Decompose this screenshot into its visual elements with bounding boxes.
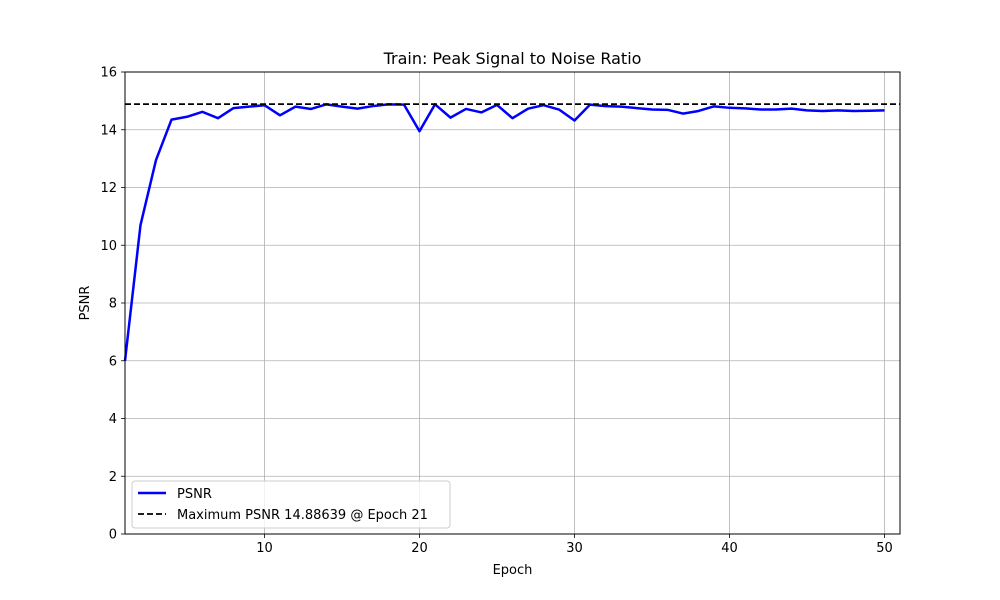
y-axis-label: PSNR [78,286,93,321]
y-tick-label: 16 [100,66,117,81]
y-tick-label: 6 [109,354,117,369]
x-tick-label: 50 [876,541,893,556]
y-tick-label: 0 [109,528,117,543]
y-tick-label: 12 [100,181,117,196]
series-lines [123,103,900,361]
x-axis-label: Epoch [493,563,533,578]
x-tick-label: 40 [721,541,738,556]
y-tick-label: 2 [109,470,117,485]
x-tick-label: 10 [256,541,273,556]
x-tick-label: 20 [411,541,428,556]
legend-label-max-psnr: Maximum PSNR 14.88639 @ Epoch 21 [177,508,428,523]
legend: PSNR Maximum PSNR 14.88639 @ Epoch 21 [131,480,451,529]
legend-label-psnr: PSNR [177,487,212,502]
chart-title: Train: Peak Signal to Noise Ratio [383,49,642,68]
y-tick-label: 10 [100,239,117,254]
y-tick-label: 4 [109,412,117,427]
y-tick-label: 8 [109,297,117,312]
axis-ticks: 10 20 30 40 50 0 2 4 6 8 10 12 14 16 [100,66,892,557]
x-tick-label: 30 [566,541,583,556]
psnr-series-line [123,103,885,361]
plot-area-frame [124,71,901,535]
y-tick-label: 14 [100,123,117,138]
legend-box [131,480,451,529]
